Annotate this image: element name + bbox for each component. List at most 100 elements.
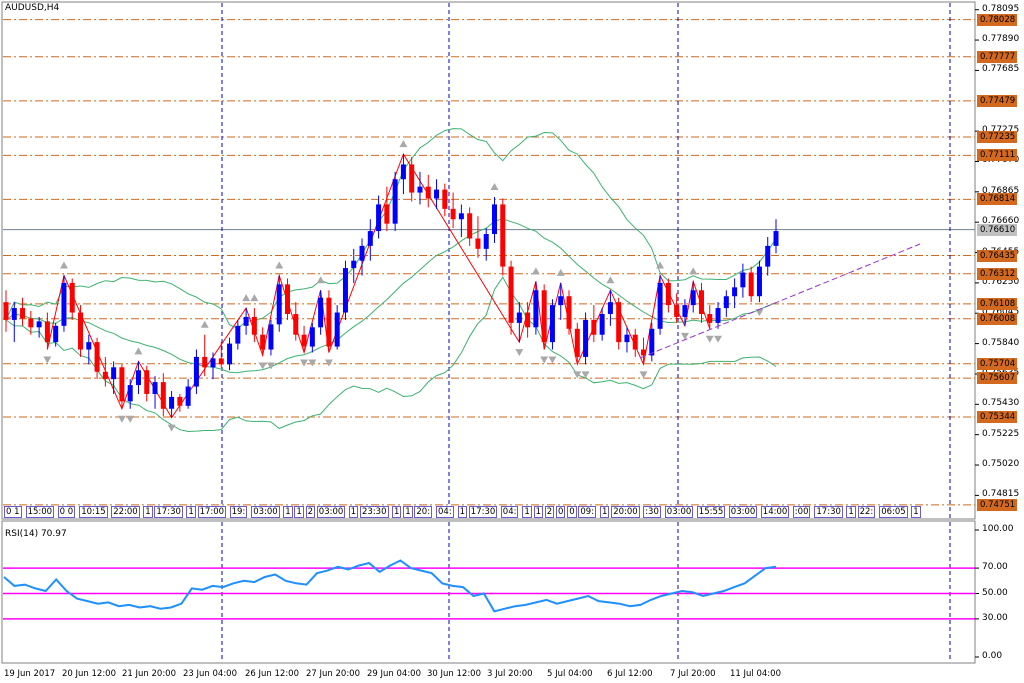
candle-body [69, 282, 75, 313]
rsi-plot [3, 559, 975, 620]
object-time-label: 17:00 [197, 506, 227, 518]
object-time-label: 06:05 [879, 506, 908, 518]
object-time-label: 1 [911, 506, 921, 518]
candle-body [591, 319, 597, 335]
rsi-tick-label: 0.00 [982, 651, 1003, 661]
fractal-up-arrow [250, 294, 259, 302]
fractal-up-arrow [606, 276, 615, 284]
fractal-down-arrow [308, 359, 317, 367]
candle-body [698, 290, 704, 314]
candle-body [682, 305, 688, 317]
object-time-label: 0 0 [57, 506, 76, 518]
fractal-down-arrow [540, 356, 549, 364]
candle-body [467, 213, 473, 239]
candle-body [558, 296, 564, 306]
candle-body [607, 302, 613, 314]
price-tick-label: 0.74815 [982, 489, 1020, 500]
candle-body [649, 328, 655, 356]
object-time-label: 1 [457, 506, 468, 518]
fractal-down-arrow [266, 362, 275, 370]
price-tick-label: 0.76865 [982, 185, 1020, 196]
candle-body [549, 305, 555, 343]
object-time-label: 0 1 [4, 506, 22, 518]
time-axis-label: 19 Jun 2017 [4, 669, 56, 679]
candle-body [641, 349, 647, 356]
object-time-label: 04: [500, 506, 519, 518]
time-axis-label: 20 Jun 12:00 [62, 669, 116, 679]
price-level-tag: 0.75704 [977, 357, 1017, 370]
candle-body [533, 290, 539, 328]
object-time-label: 1 [143, 506, 153, 518]
fractal-up-arrow [399, 140, 408, 148]
object-time-label: 0 [567, 506, 577, 518]
candle-body [674, 305, 680, 317]
object-time-label: 04: [436, 506, 454, 518]
price-tick-label: 0.78095 [982, 3, 1020, 14]
main-panel-border [1, 1, 976, 520]
vertical-day-separators [221, 3, 951, 662]
price-tick-label: 0.76660 [982, 216, 1020, 227]
bollinger-bands [5, 128, 777, 433]
bollinger-middle [5, 218, 777, 374]
object-time-label: 17:30 [154, 506, 183, 518]
candle-body [135, 370, 141, 386]
candle-body [326, 297, 332, 347]
bollinger-lower [5, 276, 777, 433]
candle-body [210, 358, 216, 368]
fractal-up-arrow [656, 261, 665, 269]
candle-body [301, 334, 307, 347]
candle-body [342, 268, 348, 313]
candle-body [740, 272, 746, 288]
trendline[interactable] [639, 243, 921, 359]
candle-body [508, 266, 514, 323]
object-time-label: 2 [544, 506, 555, 518]
candle-body [624, 334, 630, 343]
candle-body [491, 204, 497, 235]
price-tick-label: 0.75020 [982, 459, 1020, 470]
object-time-label: :00 [792, 506, 811, 518]
candle-body [500, 204, 506, 267]
fractal-up-arrow [59, 261, 68, 269]
object-time-label: 17:30 [814, 506, 843, 518]
candle-body [475, 238, 481, 249]
bollinger-upper [5, 128, 777, 330]
candle-body [574, 328, 580, 357]
object-time-label: 15:55 [696, 506, 726, 518]
current-price-tag: 0.76610 [977, 223, 1017, 236]
candle-body [318, 297, 324, 328]
object-time-label: 03:00 [251, 506, 280, 518]
object-time-label: 03:00 [664, 506, 694, 518]
fractal-down-arrow [714, 335, 723, 343]
candle-body [36, 321, 42, 328]
candle-body [690, 290, 696, 306]
candle-body [127, 385, 133, 402]
fractal-down-arrow [581, 371, 590, 379]
fractal-down-arrow [324, 359, 333, 367]
candle-body [3, 302, 9, 320]
candle-body [442, 189, 448, 209]
rsi-label: RSI(14) 70.97 [5, 529, 67, 539]
object-time-label: 20: [414, 506, 433, 518]
candle-body [409, 164, 415, 193]
time-axis-label: 27 Jun 20:00 [306, 669, 360, 679]
object-time-label: 14:00 [760, 506, 790, 518]
object-time-label: 1 [533, 506, 544, 518]
candle-body [160, 382, 166, 409]
candle-body [425, 186, 431, 199]
candle-body [616, 302, 622, 343]
candle-body [53, 325, 59, 343]
object-time-label: 20:00 [611, 506, 640, 518]
candle-body [309, 327, 315, 347]
candle-body [152, 382, 158, 394]
price-tick-label: 0.77890 [982, 34, 1020, 45]
candle-body [765, 245, 771, 267]
price-level-tag: 0.76312 [977, 267, 1017, 280]
price-level-tag: 0.77235 [977, 131, 1017, 144]
price-tick-label: 0.75430 [982, 398, 1020, 409]
candle-body [276, 284, 282, 325]
rsi-tick-label: 50.00 [982, 587, 1008, 598]
fractal-down-arrow [548, 356, 557, 364]
candle-body [458, 213, 464, 220]
time-axis-label: 29 Jun 04:00 [367, 669, 421, 679]
fractal-down-arrow [117, 415, 126, 423]
